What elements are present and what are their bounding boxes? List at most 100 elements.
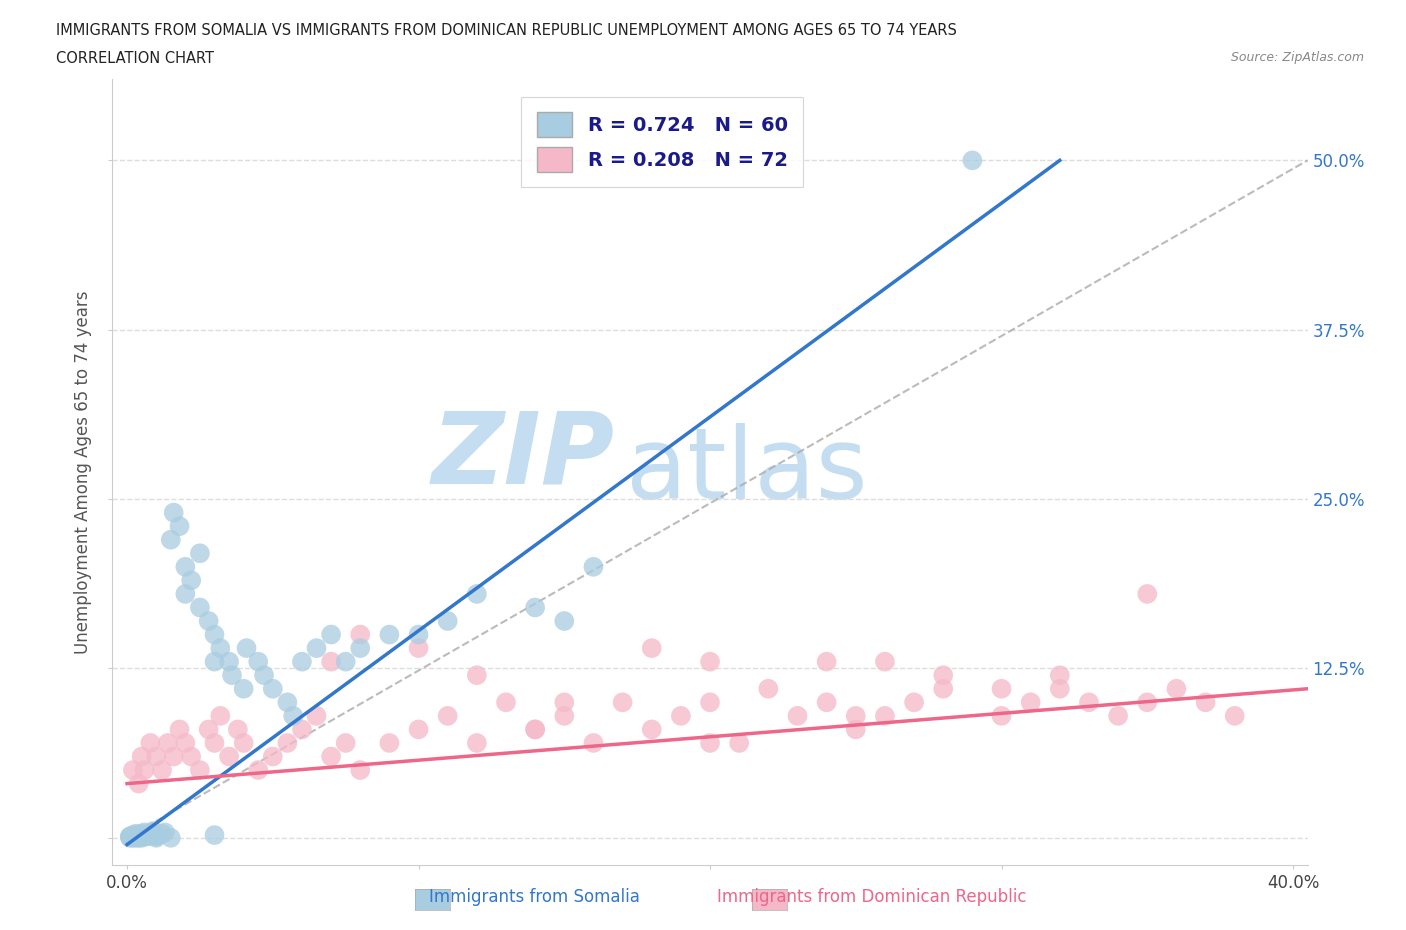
Point <box>932 668 955 683</box>
Point <box>169 722 191 737</box>
Point <box>699 736 721 751</box>
Point <box>226 722 249 737</box>
Text: Immigrants from Somalia: Immigrants from Somalia <box>429 888 640 907</box>
Point <box>145 828 167 843</box>
Point <box>136 829 159 844</box>
Point <box>169 519 191 534</box>
Point <box>553 709 575 724</box>
Point <box>815 695 838 710</box>
Point <box>291 654 314 669</box>
Point <box>221 668 243 683</box>
Point <box>305 641 328 656</box>
Text: CORRELATION CHART: CORRELATION CHART <box>56 51 214 66</box>
Point <box>465 587 488 602</box>
Point <box>118 829 141 844</box>
Point <box>756 682 779 697</box>
Point <box>335 736 357 751</box>
Point <box>276 736 298 751</box>
Point <box>131 749 153 764</box>
Point <box>134 763 156 777</box>
Point <box>145 830 167 845</box>
Point <box>641 722 664 737</box>
Point <box>990 709 1012 724</box>
Text: Immigrants from Dominican Republic: Immigrants from Dominican Republic <box>717 888 1026 907</box>
Point <box>139 828 162 843</box>
Point <box>153 825 176 840</box>
Point <box>247 763 270 777</box>
Point <box>197 722 219 737</box>
Point <box>134 829 156 844</box>
Point <box>118 830 141 845</box>
Point <box>134 825 156 840</box>
Point <box>408 641 430 656</box>
Y-axis label: Unemployment Among Ages 65 to 74 years: Unemployment Among Ages 65 to 74 years <box>75 290 93 654</box>
Point <box>1049 682 1071 697</box>
Point <box>349 641 371 656</box>
Point <box>235 641 257 656</box>
Point <box>378 736 401 751</box>
Point <box>145 749 167 764</box>
Point <box>319 627 342 642</box>
Point <box>174 559 197 574</box>
Point <box>1019 695 1042 710</box>
Point <box>209 709 232 724</box>
Point <box>197 614 219 629</box>
Point <box>128 830 150 845</box>
Point <box>145 829 167 844</box>
Point <box>699 654 721 669</box>
Point <box>283 709 305 724</box>
Point <box>125 829 148 844</box>
Point <box>319 749 342 764</box>
Point <box>582 736 605 751</box>
Point <box>232 682 254 697</box>
Point <box>962 153 984 167</box>
Point <box>349 763 371 777</box>
Point <box>335 654 357 669</box>
Point <box>845 722 868 737</box>
Text: ZIP: ZIP <box>432 407 614 505</box>
Point <box>139 826 162 841</box>
Point <box>495 695 517 710</box>
Point <box>188 546 211 561</box>
Point <box>903 695 925 710</box>
Point <box>845 709 868 724</box>
Point <box>156 736 179 751</box>
Point <box>204 736 226 751</box>
Point <box>128 777 150 791</box>
Point <box>204 627 226 642</box>
Point <box>204 828 226 843</box>
Point <box>669 709 692 724</box>
Point <box>150 763 173 777</box>
Point <box>291 722 314 737</box>
Point <box>873 709 896 724</box>
Point <box>136 828 159 843</box>
Point <box>524 722 547 737</box>
Point <box>125 830 148 845</box>
Point <box>122 828 145 843</box>
Point <box>378 627 401 642</box>
Point <box>262 749 284 764</box>
Point <box>1136 587 1159 602</box>
Point <box>582 559 605 574</box>
Point <box>436 614 458 629</box>
Point <box>408 722 430 737</box>
Point <box>180 573 202 588</box>
Point <box>163 505 186 520</box>
Point <box>122 763 145 777</box>
Point <box>1223 709 1246 724</box>
Text: IMMIGRANTS FROM SOMALIA VS IMMIGRANTS FROM DOMINICAN REPUBLIC UNEMPLOYMENT AMONG: IMMIGRANTS FROM SOMALIA VS IMMIGRANTS FR… <box>56 23 957 38</box>
Text: Source: ZipAtlas.com: Source: ZipAtlas.com <box>1230 51 1364 64</box>
Point <box>932 682 955 697</box>
Point <box>159 532 181 547</box>
Point <box>319 654 342 669</box>
Point <box>188 600 211 615</box>
Point <box>641 641 664 656</box>
Point <box>1194 695 1216 710</box>
Point <box>873 654 896 669</box>
Point <box>990 682 1012 697</box>
Point <box>159 830 181 845</box>
Point <box>1166 682 1188 697</box>
Point <box>142 824 165 839</box>
Point <box>150 826 173 841</box>
Point <box>232 736 254 751</box>
